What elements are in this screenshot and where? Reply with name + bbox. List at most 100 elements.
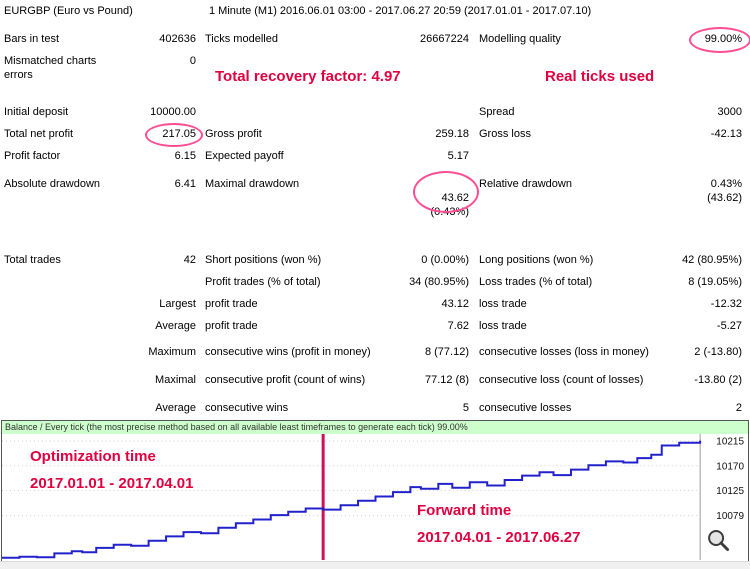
stat-label: Average [155,320,196,332]
report-header-row: EURGBP (Euro vs Pound) 1 Minute (M1) 201… [0,0,750,22]
stat-label: Total trades [4,254,61,266]
stat-label: consecutive profit (count of wins) [205,374,366,386]
stat-value: -42.13 [710,128,742,140]
stat-label: profit trade [205,298,258,310]
stat-value: 8 (77.12) [424,346,469,358]
balance-line [2,440,702,559]
stat-label: consecutive losses (loss in money) [479,346,649,358]
balance-chart-panel[interactable]: Balance / Every tick (the most precise m… [1,420,749,563]
stat-value: 77.12 (8) [424,374,469,386]
stat-label: Ticks modelled [205,33,278,45]
stat-label: Relative drawdown [479,178,572,190]
forward-dates: 2017.04.01 - 2017.06.27 [417,529,581,546]
max-drawdown-value: 43.62 (0.43%) [430,192,469,218]
stat-label: Profit factor [4,150,61,162]
stat-label: Loss trades (% of total) [479,276,593,288]
stat-value: 3000 [717,106,742,118]
stat-value: 34 (80.95%) [409,276,469,288]
stat-value: 5 [462,402,469,414]
stat-label: Modelling quality [479,33,561,45]
stat-value-net-profit: 217.05 [126,123,203,147]
stat-value: 5.17 [447,150,469,162]
stat-label: Absolute drawdown [4,178,101,190]
forward-label: Forward time [417,502,512,519]
recovery-factor-annotation: Total recovery factor: 4.97 [215,68,401,85]
stat-label: Mismatched charts errors [4,55,97,81]
stat-label: Spread [479,106,515,118]
stat-label: Profit trades (% of total) [205,276,321,288]
stat-label: Average [155,402,196,414]
table-row: Mismatched charts errors 0 [0,50,750,86]
optimization-dates: 2017.01.01 - 2017.04.01 [30,475,194,492]
stat-value: 26667224 [420,33,469,45]
zoom-icon[interactable] [708,530,730,551]
stat-label: Expected payoff [205,150,284,162]
tester-report: EURGBP (Euro vs Pound) 1 Minute (M1) 201… [0,0,750,419]
table-row: Maximal consecutive profit (count of win… [0,369,750,391]
stat-label: loss trade [479,320,527,332]
stat-value: 6.41 [174,178,196,190]
stat-value: 0.43% (43.62) [707,178,742,204]
quality-value: 99.00% [704,33,742,45]
stat-label: Bars in test [4,33,60,45]
stat-label: profit trade [205,320,258,332]
stat-label: Maximum [148,346,196,358]
stat-label: Gross loss [479,128,531,140]
stat-value: -13.80 (2) [694,374,742,386]
stat-value: 0 [189,55,196,67]
stat-value: -5.27 [716,320,742,332]
stat-label: Largest [159,298,196,310]
stat-label: Gross profit [205,128,262,140]
table-row: Absolute drawdown 6.41 Maximal drawdown … [0,171,750,237]
stat-label: consecutive losses [479,402,572,414]
stat-value: -12.32 [710,298,742,310]
table-row: Average profit trade 7.62 loss trade -5.… [0,315,750,337]
stat-value: 43.12 [441,298,469,310]
y-axis-tick-label: 10079 [716,511,744,522]
table-row: Total trades 42 Short positions (won %) … [0,249,750,271]
table-row: Profit trades (% of total) 34 (80.95%) L… [0,271,750,293]
stat-value: 8 (19.05%) [688,276,742,288]
table-row: Profit factor 6.15 Expected payoff 5.17 [0,145,750,167]
period-title: 1 Minute (M1) 2016.06.01 03:00 - 2017.06… [209,5,592,17]
stat-value: 259.18 [435,128,469,140]
table-row: Bars in test 402636 Ticks modelled 26667… [0,27,750,53]
stat-label: consecutive wins (profit in money) [205,346,371,358]
stat-label: loss trade [479,298,527,310]
table-row: Initial deposit 10000.00 Spread 3000 [0,101,750,123]
stat-label: Maximal drawdown [205,178,300,190]
stat-label: Long positions (won %) [479,254,594,266]
balance-chart[interactable]: 10215 10170 10125 10079 [2,434,748,560]
y-axis-tick-label: 10125 [716,486,744,497]
stat-value: 42 (80.95%) [682,254,742,266]
stat-value: 2 [735,402,742,414]
optimization-label: Optimization time [30,448,156,465]
net-profit-value: 217.05 [162,128,196,140]
table-row: Average consecutive wins 5 consecutive l… [0,397,750,419]
stat-label: consecutive wins [205,402,289,414]
stat-label: consecutive loss (count of losses) [479,374,644,386]
real-ticks-annotation: Real ticks used [545,68,655,85]
stat-value-modelling-quality: 99.00% [659,27,750,53]
optimization-period-annotation: Optimization time 2017.01.01 - 2017.04.0… [30,443,193,497]
stat-value: 402636 [159,33,196,45]
stat-value: 42 [183,254,196,266]
table-row: Maximum consecutive wins (profit in mone… [0,341,750,363]
forward-period-annotation: Forward time 2017.04.01 - 2017.06.27 [417,497,580,551]
stat-value: 7.62 [447,320,469,332]
y-axis-tick-label: 10215 [716,437,744,448]
table-row: Largest profit trade 43.12 loss trade -1… [0,293,750,315]
symbol-title: EURGBP (Euro vs Pound) [4,5,133,17]
stat-label: Short positions (won %) [205,254,322,266]
stat-label: Total net profit [4,128,74,140]
y-axis-tick-label: 10170 [716,461,744,472]
stat-value: 6.15 [174,150,196,162]
horizontal-scrollbar[interactable] [0,561,750,569]
chart-title-banner: Balance / Every tick (the most precise m… [2,421,748,434]
stat-label: Initial deposit [4,106,69,118]
stat-value: 2 (-13.80) [694,346,742,358]
stat-value: 0 (0.00%) [421,254,469,266]
stat-label: Maximal [155,374,196,386]
stat-value-max-drawdown: 43.62 (0.43%) [377,171,479,233]
stat-value: 10000.00 [150,106,196,118]
